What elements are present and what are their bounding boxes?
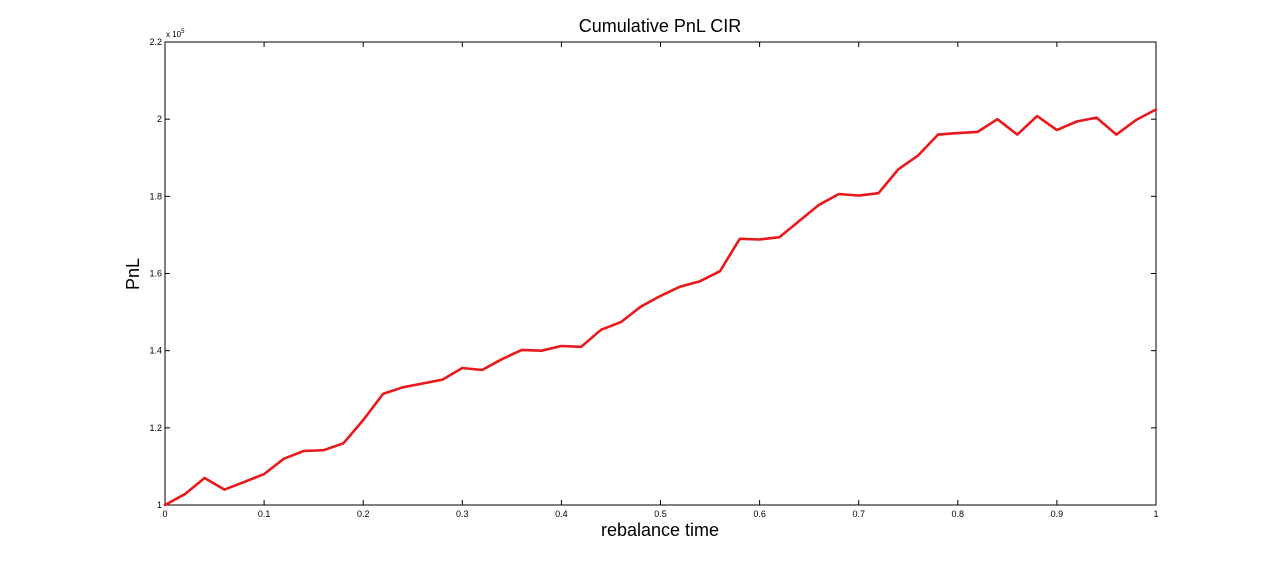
x-tick-label: 0.3 (456, 509, 469, 519)
x-tick-label: 0.7 (852, 509, 865, 519)
series-line (163, 108, 1158, 507)
y-tick-label: 2.2 (149, 37, 162, 47)
y-axis-exponent: x 105 (166, 29, 185, 39)
y-tick-label: 1.6 (149, 269, 162, 279)
x-tick-label: 0 (162, 509, 167, 519)
y-tick-label: 2 (157, 114, 162, 124)
chart-title: Cumulative PnL CIR (579, 16, 741, 36)
y-axis-exponent-power: 5 (181, 29, 185, 35)
y-tick-label: 1.8 (149, 191, 162, 201)
plot-area (164, 41, 1157, 506)
y-axis-exponent-base: x 10 (166, 30, 182, 39)
x-tick-label: 0.1 (258, 509, 271, 519)
x-tick-label: 0.4 (555, 509, 568, 519)
x-tick-label: 1 (1153, 509, 1158, 519)
x-tick-label: 0.2 (357, 509, 370, 519)
y-axis-label: PnL (123, 258, 143, 290)
x-tick-label: 0.8 (952, 509, 965, 519)
y-tick-label: 1 (157, 500, 162, 510)
x-axis-label: rebalance time (601, 520, 719, 540)
y-tick-label: 1.4 (149, 346, 162, 356)
x-tick-label: 0.5 (654, 509, 667, 519)
series-layer (163, 108, 1158, 507)
x-tick-label: 0.9 (1051, 509, 1064, 519)
y-tick-label: 1.2 (149, 423, 162, 433)
x-ticks: 0 0.1 0.2 0.3 0.4 0.5 0.6 0.7 0.8 0.9 1 (162, 42, 1159, 519)
x-tick-label: 0.6 (753, 509, 766, 519)
